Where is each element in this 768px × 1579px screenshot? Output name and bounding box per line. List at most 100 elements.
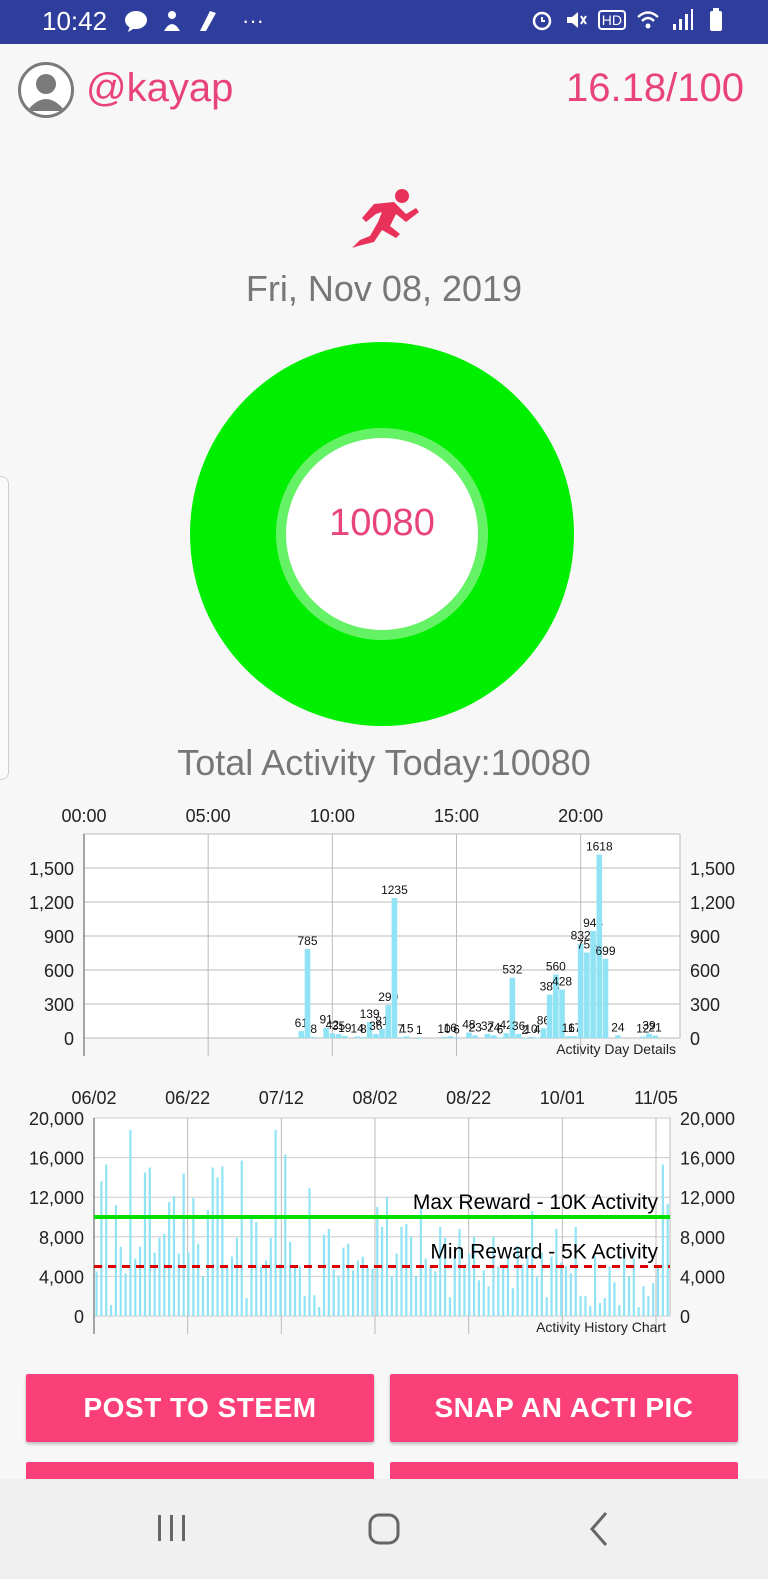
post-to-steem-button[interactable]: POST TO STEEM [26, 1374, 374, 1442]
activity-ring: 10080 [190, 342, 574, 726]
ring-center [286, 438, 478, 630]
chart2-bar [158, 1237, 161, 1316]
chart1-bar-label: 19 [338, 1021, 352, 1035]
chart1-bar [391, 898, 398, 1038]
chart1-y-tick-left: 600 [44, 961, 74, 981]
snap-acti-pic-button[interactable]: SNAP AN ACTI PIC [390, 1374, 738, 1442]
chart2-x-tick: 06/02 [71, 1088, 116, 1108]
chart2-bar [550, 1256, 553, 1316]
chart2-bar [226, 1266, 229, 1316]
chart1-bar [509, 977, 516, 1038]
chart2-bar [579, 1296, 582, 1316]
chart2-bar [502, 1266, 505, 1316]
total-activity-label: Total Activity Today:10080 [177, 742, 591, 783]
chart1-bar [472, 1035, 478, 1038]
chart2-bar [119, 1246, 122, 1316]
chart2-x-tick: 06/22 [165, 1088, 210, 1108]
chart2-bar [308, 1188, 311, 1316]
chart2-bar [439, 1226, 442, 1316]
chart2-bar [472, 1236, 476, 1316]
chart1-bar [329, 1033, 336, 1038]
person-icon [164, 11, 180, 31]
chart2-bar [143, 1172, 147, 1316]
back-icon[interactable] [576, 1505, 624, 1553]
status-bar: 10:42 ··· HD [0, 0, 768, 44]
chart2-bar [521, 1264, 524, 1316]
edge-panel-handle[interactable] [0, 476, 9, 780]
chart2-bar [342, 1247, 345, 1316]
header: @kayap 16.18/100 [0, 44, 768, 140]
chart2-bar [410, 1236, 413, 1316]
chart1-x-tick: 05:00 [186, 806, 231, 826]
chart2-bar [390, 1276, 393, 1316]
chart1-bar [484, 1033, 491, 1038]
chart2-bar [632, 1258, 635, 1316]
home-icon[interactable] [360, 1505, 408, 1553]
avatar[interactable] [18, 62, 74, 118]
chart2-bar [293, 1266, 297, 1316]
chart1-bar-label: 21 [648, 1021, 662, 1035]
chart2-bar [429, 1266, 432, 1316]
chart2-bar [540, 1252, 543, 1316]
chart2-bar [124, 1273, 127, 1316]
chart2-bar [332, 1269, 335, 1316]
chart1-bar [602, 958, 609, 1038]
chart1-bar [447, 1036, 454, 1038]
chart1-bar-label: 1235 [381, 883, 408, 897]
chart1-bar [571, 1036, 578, 1038]
chart2-bar [168, 1202, 171, 1316]
chart2-bar [569, 1273, 572, 1316]
chart2-y-tick-right: 8,000 [680, 1228, 725, 1248]
chart2-x-tick: 08/02 [352, 1088, 397, 1108]
chart1-bar [366, 1022, 373, 1038]
chart1-y-tick-right: 300 [690, 995, 720, 1015]
chart1-bar [404, 1036, 410, 1038]
chart2-bar [642, 1286, 645, 1316]
partial-button-left[interactable] [26, 1462, 374, 1480]
runner-icon [352, 189, 419, 248]
chart2-bar [100, 1181, 103, 1316]
chart2-bar [545, 1297, 548, 1316]
chart1-bar [341, 1035, 348, 1038]
chart1-bar [577, 943, 584, 1038]
chart2-bar [652, 1283, 655, 1316]
chart2-bar [531, 1211, 534, 1316]
chart2-bar [516, 1245, 519, 1316]
chart2-bar [337, 1275, 340, 1316]
alarm-icon [532, 11, 552, 31]
chart2-bar [608, 1266, 611, 1316]
chart2-bar [574, 1226, 577, 1316]
chart2-bar [453, 1256, 456, 1316]
chart1-bar-label: 36 [512, 1019, 526, 1033]
chart2-y-tick-left: 4,000 [39, 1267, 84, 1287]
chart1-bar-label: 8 [310, 1022, 317, 1036]
min-reward-label: Min Reward - 5K Activity [430, 1241, 658, 1264]
chart2-bar [468, 1253, 471, 1316]
chart2-y-tick-left: 8,000 [39, 1228, 84, 1248]
username[interactable]: @kayap [86, 66, 234, 110]
chart1-bar [441, 1036, 447, 1038]
chart1-bar [652, 1035, 658, 1038]
chart2-bar [327, 1228, 330, 1316]
chart2-bar [458, 1228, 461, 1316]
battery-icon [710, 8, 722, 31]
chart1-bar-label: 8 [360, 1022, 367, 1036]
chart2-bar [623, 1248, 626, 1316]
chart2-y-tick-right: 4,000 [680, 1267, 725, 1287]
mute-icon [566, 12, 587, 28]
chart1-bar-label: 37 [481, 1019, 495, 1033]
talk-icon [125, 11, 147, 32]
recents-icon[interactable] [148, 1505, 196, 1553]
chart2-bar [284, 1154, 287, 1316]
chart2-y-tick-left: 16,000 [29, 1149, 84, 1169]
chart1-bar-label: 42 [326, 1018, 340, 1032]
chart1-bar [385, 1005, 392, 1038]
partial-button-right[interactable] [390, 1462, 738, 1480]
chart1-bar [323, 1027, 329, 1038]
chart1-bar-label: 1 [416, 1023, 423, 1037]
chart1-bar-label: 6 [497, 1022, 504, 1036]
chart1-y-tick-left: 0 [64, 1029, 74, 1049]
chart2-bar [424, 1258, 427, 1316]
chart2-bar [385, 1197, 389, 1316]
chart1-bar [615, 1035, 621, 1038]
